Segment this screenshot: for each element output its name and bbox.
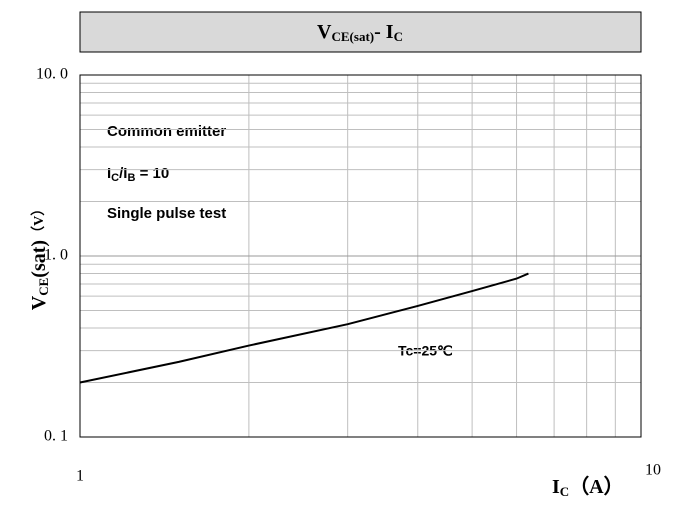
- y-axis-label: VCE(sat)（V）: [28, 202, 51, 310]
- x-axis-label: IC（A）: [552, 475, 624, 499]
- x-tick-label: 10: [645, 462, 661, 479]
- y-tick-label: 10. 0: [36, 66, 68, 83]
- plot-frame: [79, 74, 642, 438]
- annotation: Single pulse test: [107, 205, 226, 222]
- annotation: Common emitter: [107, 123, 226, 140]
- data-line: [79, 272, 529, 384]
- chart-title: VCE(sat)- IC: [317, 21, 403, 44]
- y-tick-label: 1. 0: [44, 247, 68, 264]
- y-tick-label: 0. 1: [44, 428, 68, 445]
- annotation: IC/IB = 10: [107, 165, 169, 184]
- title-box: [79, 11, 642, 53]
- x-tick-label: 1: [76, 468, 84, 485]
